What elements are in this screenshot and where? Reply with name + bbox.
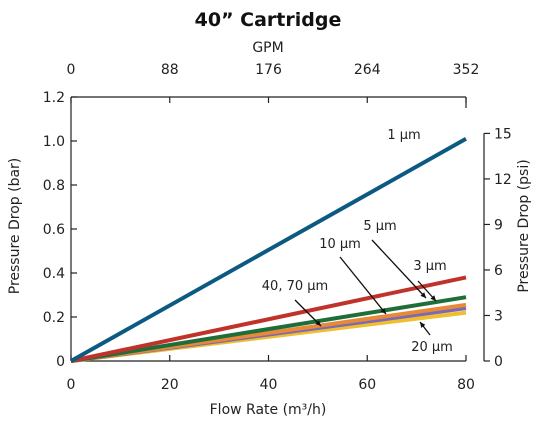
left-tick-label: 0.6 xyxy=(43,222,65,238)
series-label: 40, 70 µm xyxy=(262,279,328,294)
chart-title: 40” Cartridge xyxy=(195,9,342,31)
series-leader-arrowhead xyxy=(430,295,436,301)
bottom-tick-label: 40 xyxy=(260,377,278,393)
series-label: 20 µm xyxy=(411,340,453,355)
series-leader-arrowhead xyxy=(380,308,386,314)
left-tick-label: 0.4 xyxy=(43,266,65,282)
series-line xyxy=(70,275,467,363)
series-leader-line xyxy=(371,239,427,299)
top-tick-label: 88 xyxy=(161,62,179,78)
bottom-tick-label: 60 xyxy=(358,377,376,393)
right-tick-label: 12 xyxy=(494,172,512,188)
series-line xyxy=(70,295,467,363)
top-axis-label: GPM xyxy=(252,40,283,56)
right-tick-label: 0 xyxy=(494,354,503,370)
series-line xyxy=(70,137,467,363)
top-tick-label: 176 xyxy=(255,62,282,78)
left-tick-label: 1.2 xyxy=(43,90,65,106)
right-tick-label: 3 xyxy=(494,308,503,324)
series-leader-arrowhead xyxy=(420,322,426,328)
left-tick-label: 0.8 xyxy=(43,178,65,194)
left-tick-label: 1.0 xyxy=(43,134,65,150)
series-label: 10 µm xyxy=(319,237,361,252)
right-axis-label: Pressure Drop (psi) xyxy=(516,159,532,292)
right-tick-label: 15 xyxy=(494,126,512,142)
bottom-tick-label: 80 xyxy=(457,377,475,393)
axes: 0 20 40 60 800 88 176 264 35200.20.40.60.81.01.2… xyxy=(43,62,512,393)
right-tick-label: 6 xyxy=(494,263,503,279)
series-label: 5 µm xyxy=(363,219,396,234)
series-leader-arrowhead xyxy=(315,320,321,326)
series-label: 1 µm xyxy=(387,128,420,143)
top-tick-label: 0 xyxy=(67,62,76,78)
bottom-tick-label: 20 xyxy=(161,377,179,393)
left-tick-label: 0 xyxy=(56,354,65,370)
top-tick-label: 264 xyxy=(354,62,381,78)
top-tick-label: 352 xyxy=(453,62,480,78)
series-lines xyxy=(70,137,467,363)
series-leader-line xyxy=(294,299,322,327)
left-tick-label: 0.2 xyxy=(43,310,65,326)
bottom-tick-label: 0 xyxy=(67,377,76,393)
series-label: 3 µm xyxy=(413,259,446,274)
bottom-axis-label: Flow Rate (m³/h) xyxy=(210,402,327,418)
series-leader-line xyxy=(339,256,387,315)
left-axis-label: Pressure Drop (bar) xyxy=(7,158,23,295)
right-tick-label: 9 xyxy=(494,217,503,233)
series-leader-arrowhead xyxy=(420,292,426,298)
